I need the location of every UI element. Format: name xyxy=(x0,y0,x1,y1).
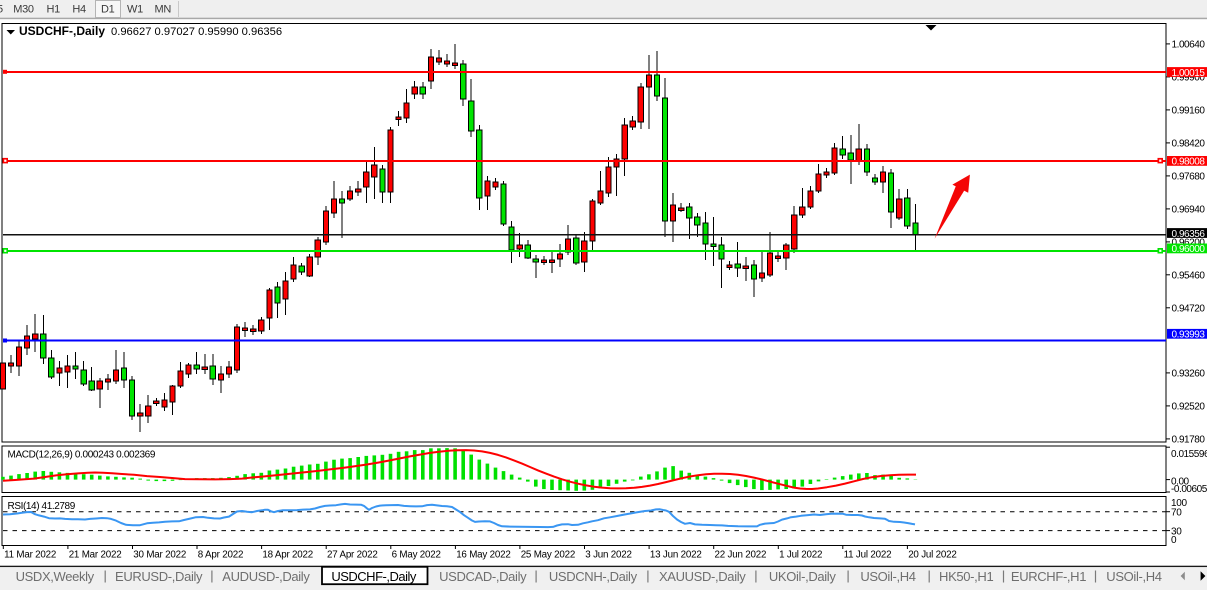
svg-text:XAUUSD-,Daily: XAUUSD-,Daily xyxy=(659,569,746,584)
svg-text:0.99160: 0.99160 xyxy=(1172,106,1206,117)
svg-text:RSI(14) 41.2789: RSI(14) 41.2789 xyxy=(8,501,76,512)
svg-text:0.96940: 0.96940 xyxy=(1172,205,1206,216)
svg-text:MACD(12,26,9) 0.000243 0.00236: MACD(12,26,9) 0.000243 0.002369 xyxy=(8,449,156,460)
svg-text:27 Apr 2022: 27 Apr 2022 xyxy=(327,550,378,561)
svg-text:30: 30 xyxy=(1171,526,1182,537)
svg-text:13 Jun 2022: 13 Jun 2022 xyxy=(650,550,702,561)
svg-text:USDCHF-,Daily: USDCHF-,Daily xyxy=(19,24,105,38)
svg-text:MN: MN xyxy=(155,4,172,16)
svg-text:0.93260: 0.93260 xyxy=(1172,369,1206,380)
svg-text:M5: M5 xyxy=(0,4,3,16)
svg-text:0: 0 xyxy=(1171,535,1177,546)
svg-text:0.99900: 0.99900 xyxy=(1172,73,1206,84)
svg-text:3 Jun 2022: 3 Jun 2022 xyxy=(585,550,631,561)
svg-text:0.96000: 0.96000 xyxy=(1172,244,1206,255)
svg-text:0.96627 0.97027 0.95990 0.9635: 0.96627 0.97027 0.95990 0.96356 xyxy=(111,26,282,38)
svg-text:1 Jul 2022: 1 Jul 2022 xyxy=(779,550,822,561)
svg-text:EURCHF-,H1: EURCHF-,H1 xyxy=(1011,569,1086,584)
svg-text:20 Jul 2022: 20 Jul 2022 xyxy=(908,550,956,561)
svg-text:D1: D1 xyxy=(101,4,115,16)
svg-text:EURUSD-,Daily: EURUSD-,Daily xyxy=(115,569,203,584)
svg-text:USOil-,H4: USOil-,H4 xyxy=(1106,569,1161,584)
svg-text:AUDUSD-,Daily: AUDUSD-,Daily xyxy=(222,569,310,584)
svg-text:70: 70 xyxy=(1171,507,1182,518)
svg-text:HK50-,H1: HK50-,H1 xyxy=(939,569,993,584)
svg-text:30 Mar 2022: 30 Mar 2022 xyxy=(133,550,186,561)
svg-text:1.00015: 1.00015 xyxy=(1172,68,1206,79)
svg-text:6 May 2022: 6 May 2022 xyxy=(392,550,441,561)
svg-text:-0.006055: -0.006055 xyxy=(1171,484,1207,495)
svg-text:USDCNH-,Daily: USDCNH-,Daily xyxy=(549,569,638,584)
svg-text:USDCAD-,Daily: USDCAD-,Daily xyxy=(439,569,527,584)
svg-text:0.95460: 0.95460 xyxy=(1172,271,1206,282)
svg-text:0.96356: 0.96356 xyxy=(1172,229,1206,240)
svg-text:0.98420: 0.98420 xyxy=(1172,139,1206,150)
svg-text:21 Mar 2022: 21 Mar 2022 xyxy=(69,550,122,561)
svg-text:0.98008: 0.98008 xyxy=(1172,157,1206,168)
svg-text:1.00640: 1.00640 xyxy=(1172,40,1206,51)
svg-text:USDX,Weekly: USDX,Weekly xyxy=(16,569,95,584)
svg-text:0.015596: 0.015596 xyxy=(1171,449,1207,460)
svg-text:M30: M30 xyxy=(13,4,34,16)
svg-text:0.97680: 0.97680 xyxy=(1172,172,1206,183)
svg-text:0.91780: 0.91780 xyxy=(1172,435,1206,446)
svg-text:W1: W1 xyxy=(127,4,143,16)
svg-text:0.00: 0.00 xyxy=(1171,476,1190,487)
svg-text:18 Apr 2022: 18 Apr 2022 xyxy=(262,550,313,561)
svg-text:0.96200: 0.96200 xyxy=(1172,238,1206,249)
svg-text:11 Jul 2022: 11 Jul 2022 xyxy=(844,550,892,561)
svg-text:25 May 2022: 25 May 2022 xyxy=(521,550,575,561)
svg-text:0.92520: 0.92520 xyxy=(1172,402,1206,413)
svg-text:16 May 2022: 16 May 2022 xyxy=(456,550,510,561)
svg-text:8 Apr 2022: 8 Apr 2022 xyxy=(198,550,243,561)
svg-text:22 Jun 2022: 22 Jun 2022 xyxy=(715,550,767,561)
svg-text:11 Mar 2022: 11 Mar 2022 xyxy=(4,550,56,561)
svg-text:100: 100 xyxy=(1171,498,1188,509)
svg-text:UKOil-,Daily: UKOil-,Daily xyxy=(769,569,836,584)
svg-text:USDCHF-,Daily: USDCHF-,Daily xyxy=(331,569,417,584)
svg-text:H1: H1 xyxy=(46,4,60,16)
svg-text:H4: H4 xyxy=(72,4,86,16)
svg-text:USOil-,H4: USOil-,H4 xyxy=(860,569,915,584)
svg-text:0.93993: 0.93993 xyxy=(1172,330,1206,341)
svg-text:0.94720: 0.94720 xyxy=(1172,304,1206,315)
